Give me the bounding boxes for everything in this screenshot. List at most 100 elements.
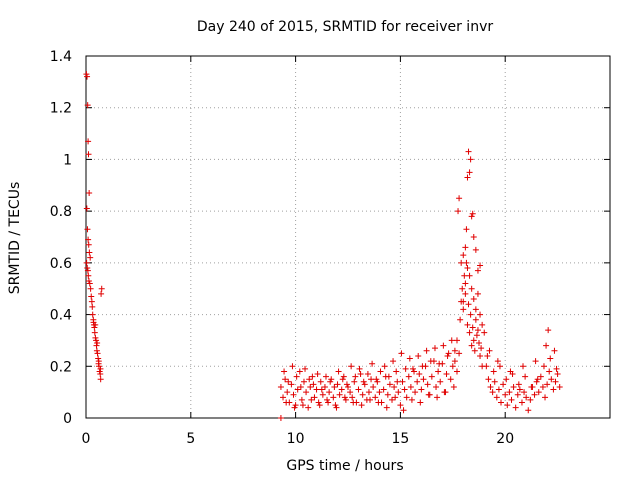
data-point [532,358,539,365]
data-point [466,329,473,336]
data-point [448,337,455,344]
data-point [512,404,519,411]
data-point [358,402,365,409]
data-point [440,342,447,349]
data-point [474,267,481,274]
data-point [389,396,396,403]
data-point [420,376,427,383]
data-point [537,373,544,380]
data-point [515,381,522,388]
data-point [392,394,399,401]
data-point [408,396,415,403]
data-point [284,389,291,396]
data-point [356,365,363,372]
data-point [477,352,484,359]
data-point [88,293,95,300]
data-point [368,376,375,383]
data-point [305,404,312,411]
data-point [483,363,490,370]
data-point [414,378,421,385]
data-point [453,337,460,344]
y-tick-label: 0.6 [50,256,72,272]
data-point [400,407,407,414]
data-point [97,365,104,372]
data-point [399,378,406,385]
data-point [496,363,503,370]
data-point [460,252,467,259]
data-point [473,332,480,339]
data-point [84,267,91,274]
data-point [458,259,465,266]
data-point [93,347,100,354]
data-point [409,365,416,372]
data-point [460,306,467,313]
data-point [503,376,510,383]
data-point [533,378,540,385]
data-point [93,337,100,344]
data-point [462,280,469,287]
data-point [547,355,554,362]
data-point [91,329,98,336]
data-point [457,316,464,323]
data-point [84,73,91,80]
data-point [303,389,310,396]
data-point [424,381,431,388]
data-point [456,350,463,357]
data-point [302,365,309,372]
data-point [437,378,444,385]
data-point [467,311,474,318]
data-point [85,236,92,243]
data-point [553,365,560,372]
data-point [476,340,482,347]
data-point [348,363,355,370]
data-point [466,272,473,279]
data-point [470,296,477,303]
data-point [89,303,96,310]
data-point [459,285,466,292]
data-point [292,402,299,409]
data-point [419,363,426,370]
data-point [447,376,454,383]
data-point [418,386,425,393]
x-tick-label: 15 [391,431,409,447]
data-point [534,376,541,383]
data-point [468,342,475,349]
data-point [450,383,457,390]
data-point [463,226,470,233]
data-point [87,254,94,261]
grid-lines [86,56,610,418]
data-point [291,404,298,411]
data-point [84,265,91,272]
data-point [525,407,532,414]
data-point [551,347,558,354]
data-point [321,383,328,390]
data-point [521,389,528,396]
data-point [467,156,474,163]
data-point [324,396,331,403]
data-point [425,391,432,398]
y-tick-label: 1 [63,152,72,168]
y-tick-label: 1.4 [50,49,72,65]
data-point [381,363,388,370]
data-point [485,376,492,383]
data-point [464,321,471,328]
data-point [367,396,374,403]
data-point [391,383,398,390]
data-point [479,321,486,328]
data-point [294,386,301,393]
data-point [462,244,469,251]
data-point [94,340,101,347]
data-point [461,272,468,279]
data-point [318,386,325,393]
data-point [468,285,475,292]
x-tick-label: 10 [287,431,305,447]
data-point [453,368,460,375]
data-point [86,190,93,197]
data-point [311,394,318,401]
data-point [338,386,345,393]
data-point [431,345,438,352]
y-axis-label: SRMTID / TECUs [7,182,23,295]
data-point [493,394,500,401]
data-point [455,208,462,215]
data-point [98,290,105,297]
